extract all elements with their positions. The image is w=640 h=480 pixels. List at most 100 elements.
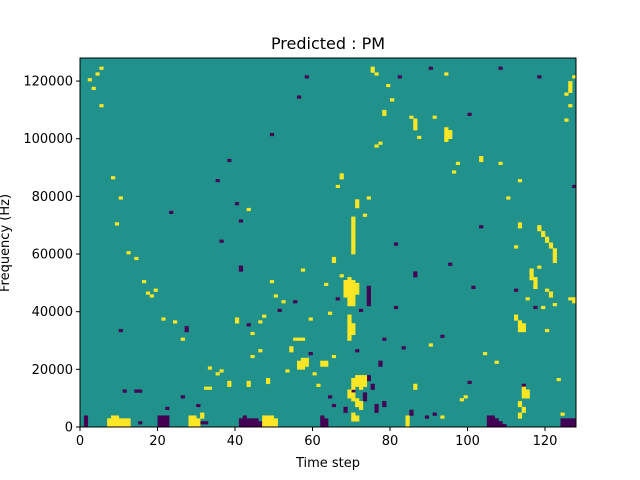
heatmap-cell — [378, 141, 383, 145]
heatmap-cell — [413, 271, 418, 275]
heatmap-cell — [347, 392, 352, 396]
heatmap-cell — [428, 343, 433, 347]
heatmap-cell — [347, 326, 352, 330]
heatmap-cell — [413, 383, 418, 387]
heatmap-cell — [405, 424, 410, 428]
heatmap-cell — [521, 326, 526, 330]
heatmap-cell — [118, 418, 123, 422]
heatmap-cell — [560, 421, 565, 425]
heatmap-cell — [351, 395, 356, 399]
heatmap-cell — [572, 421, 577, 425]
heatmap-cell — [490, 415, 495, 419]
heatmap-cell — [157, 418, 162, 422]
heatmap-cell — [413, 127, 418, 131]
heatmap-cell — [355, 415, 360, 419]
heatmap-cell — [370, 386, 375, 390]
heatmap-cell — [498, 161, 503, 165]
heatmap-cell — [548, 245, 554, 249]
heatmap-cell — [537, 75, 542, 79]
heatmap-cell — [486, 424, 492, 428]
heatmap-cell — [525, 297, 530, 301]
heatmap-cell — [266, 424, 271, 428]
x-tick-label: 80 — [382, 434, 399, 449]
heatmap-cell — [502, 424, 507, 428]
heatmap-cell — [552, 256, 557, 261]
heatmap-cell — [250, 421, 255, 425]
heatmap-cell — [347, 288, 352, 292]
heatmap-cell — [362, 392, 368, 396]
heatmap-cell — [351, 383, 356, 387]
y-tick-label: 100000 — [23, 132, 73, 147]
heatmap-cell — [471, 285, 476, 289]
heatmap-cell — [165, 406, 170, 410]
chart-title: Predicted : PM — [271, 34, 385, 53]
heatmap-cell — [161, 421, 166, 425]
heatmap-cell — [107, 421, 112, 425]
heatmap-cell — [300, 363, 306, 367]
heatmap-cell — [572, 297, 577, 301]
plot-frame — [79, 57, 577, 428]
heatmap-cell — [521, 386, 526, 390]
heatmap-cell — [409, 409, 414, 413]
heatmap-cell — [351, 331, 356, 336]
heatmap-cell — [297, 337, 302, 341]
heatmap-cell — [169, 210, 174, 214]
heatmap-cell — [351, 386, 356, 390]
heatmap-cell — [347, 331, 352, 336]
heatmap-cell — [99, 66, 104, 70]
heatmap-cell — [483, 352, 488, 356]
heatmap-cell — [351, 279, 356, 284]
heatmap-cell — [362, 380, 368, 385]
heatmap-cell — [262, 415, 267, 419]
heatmap-cell — [242, 418, 247, 422]
heatmap-cell — [366, 297, 371, 301]
heatmap-cell — [351, 303, 356, 307]
heatmap-cell — [374, 72, 379, 76]
heatmap-cell — [347, 303, 352, 307]
heatmap-cell — [448, 130, 453, 134]
heatmap-cell — [517, 403, 523, 408]
heatmap-cell — [347, 314, 352, 318]
heatmap-cell — [366, 377, 371, 382]
heatmap-cell — [200, 415, 205, 419]
heatmap-cell — [413, 124, 418, 128]
heatmap-cell — [87, 78, 92, 82]
heatmap-cell — [180, 337, 185, 341]
heatmap-cell — [479, 158, 484, 163]
heatmap-cell — [269, 132, 275, 137]
heatmap-cell — [246, 380, 251, 385]
heatmap-cell — [192, 415, 197, 419]
heatmap-cell — [552, 248, 557, 252]
heatmap-cell — [266, 377, 271, 382]
heatmap-cell — [134, 256, 139, 261]
heatmap-cell — [343, 406, 348, 410]
heatmap-cell — [107, 424, 112, 428]
heatmap-cell — [161, 418, 166, 422]
heatmap-cell — [351, 251, 356, 255]
heatmap-cell — [111, 415, 116, 419]
heatmap-cell — [444, 130, 449, 134]
heatmap-cell — [568, 83, 573, 88]
heatmap-cell — [173, 320, 178, 324]
heatmap-cell — [490, 421, 495, 425]
heatmap-cell — [331, 403, 337, 408]
heatmap-cell — [347, 282, 352, 287]
heatmap-cell — [448, 262, 453, 266]
heatmap-cell — [300, 357, 306, 361]
x-tick-label: 100 — [455, 434, 480, 449]
heatmap-cell — [359, 377, 364, 382]
heatmap-cell — [366, 300, 371, 304]
heatmap-cell — [514, 314, 519, 318]
heatmap-cell — [355, 285, 360, 289]
heatmap-cell — [188, 415, 193, 419]
heatmap-cell — [521, 395, 526, 399]
heatmap-cell — [273, 294, 278, 298]
heatmap-cell — [339, 274, 344, 278]
heatmap-cell — [246, 418, 251, 422]
y-tick-label: 60000 — [32, 248, 73, 263]
heatmap-cell — [351, 380, 356, 385]
heatmap-cell — [343, 294, 348, 298]
heatmap-cell — [413, 118, 418, 122]
heatmap-cell — [444, 72, 449, 76]
heatmap-cell — [355, 403, 360, 408]
